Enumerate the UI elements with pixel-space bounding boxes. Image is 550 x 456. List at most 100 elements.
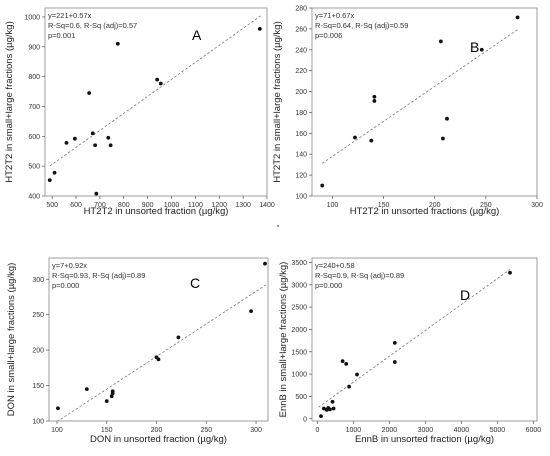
scatter-point — [176, 335, 181, 340]
scatter-point — [84, 387, 89, 392]
x-tick-label: 300 — [531, 202, 543, 209]
scatter-point — [56, 406, 60, 411]
regression-line — [318, 269, 511, 408]
x-tick-label: 600 — [70, 202, 82, 209]
y-tick-label: 3500 — [291, 260, 307, 267]
x-tick-label: 150 — [101, 427, 113, 434]
scatter-point — [355, 372, 359, 377]
x-tick-label: 250 — [480, 202, 492, 209]
x-tick-label: 6000 — [526, 427, 542, 434]
y-tick-label: 180 — [295, 110, 307, 117]
regression-stat: y=7+0.92x — [52, 261, 87, 270]
regression-line — [49, 15, 262, 167]
scatter-point — [319, 414, 323, 418]
y-tick-label: 0 — [303, 416, 307, 423]
regression-stat: p=0.000 — [52, 281, 79, 290]
x-tick-label: 700 — [94, 202, 106, 209]
scatter-point — [321, 406, 326, 411]
plot-frame — [311, 7, 538, 197]
y-tick-label: 120 — [295, 173, 307, 180]
scatter-point — [93, 143, 98, 148]
scatter-point — [353, 135, 357, 140]
y-tick-label: 500 — [295, 394, 307, 401]
x-tick-label: 2000 — [382, 427, 398, 434]
x-tick-label: 0 — [315, 427, 319, 434]
y-tick-label: 2000 — [291, 327, 307, 334]
regression-stat: R-Sq=0.9, R-Sq (adj)=0.89 — [315, 271, 404, 280]
x-tick-label: 900 — [142, 202, 154, 209]
x-tick-label: 1300 — [235, 202, 251, 209]
y-tick-label: 1000 — [291, 372, 307, 379]
scatter-point — [72, 136, 77, 141]
panel-a: 500 600 700 800 900 1000 1100 1200 1300 1400 400 50… — [4, 7, 275, 217]
regression-stat: y=71+0.67x — [315, 11, 354, 20]
scatter-point — [249, 309, 253, 314]
plot-frame — [311, 257, 538, 422]
scatter-point — [340, 359, 345, 364]
y-tick-label: 900 — [28, 44, 40, 51]
scatter-point — [445, 116, 449, 121]
x-tick-label: 1000 — [164, 202, 180, 209]
regression-stat: y=221+0.57x — [48, 11, 92, 20]
y-tick-label: 100 — [295, 194, 307, 201]
scatter-point — [372, 94, 377, 99]
x-tick-label: 200 — [151, 427, 163, 434]
scatter-point — [330, 399, 335, 404]
scatter-point — [347, 384, 351, 389]
panel-d: 0 1000 2000 3000 4000 5000 6000 0 500 1000 1500 200… — [278, 257, 542, 445]
y-tick-label: 500 — [28, 164, 40, 171]
x-tick-label: 800 — [118, 202, 130, 209]
scatter-point — [108, 143, 113, 148]
x-axis-label: EnnB in unsorted fraction (µg/kg) — [355, 434, 494, 445]
scatter-point — [94, 191, 99, 196]
y-tick-label: 220 — [295, 68, 307, 75]
y-tick-label: 150 — [32, 383, 44, 390]
scatter-point — [155, 77, 160, 82]
scatter-point — [156, 357, 161, 362]
scatter-point — [479, 47, 484, 52]
scatter-point — [47, 178, 52, 183]
regression-stat: R-Sq=0.93, R-Sq (adj)=0.89 — [52, 271, 145, 280]
scatter-point — [90, 131, 95, 136]
y-tick-label: 250 — [32, 312, 44, 319]
plot-frame — [44, 7, 268, 197]
regression-line — [322, 28, 519, 164]
regression-stat: p=0.001 — [48, 31, 75, 40]
regression-line — [57, 284, 267, 421]
y-tick-label: 1000 — [24, 14, 40, 21]
x-tick-label: 500 — [46, 202, 58, 209]
scatter-point — [392, 360, 397, 364]
y-axis-label: DON in small+large fractions (µg/kg) — [6, 263, 17, 417]
y-tick-label: 2500 — [291, 305, 307, 312]
scatter-point — [158, 81, 163, 86]
plot-frame — [48, 257, 269, 422]
x-axis-label: HT2T2 in unsorted fractions (µg/kg) — [350, 206, 500, 217]
scatter-point — [392, 340, 397, 345]
scatter-point — [320, 183, 325, 188]
y-tick-label: 160 — [295, 131, 307, 138]
y-tick-label: 3000 — [291, 282, 307, 289]
scatter-point — [372, 99, 377, 103]
scatter-point — [344, 361, 349, 366]
x-tick-label: 1100 — [188, 202, 203, 209]
y-tick-label: 240 — [295, 47, 307, 54]
scatter-point — [52, 170, 57, 175]
panel-c: 100 150 200 250 300 100 150 200 250 300 DON in uns… — [6, 257, 269, 445]
scatter-point — [110, 389, 115, 394]
regression-stat: p=0.000 — [315, 281, 342, 290]
x-tick-label: 1200 — [211, 202, 227, 209]
x-tick-label: 100 — [51, 427, 63, 434]
x-tick-label: 3000 — [418, 427, 434, 434]
regression-stat: R-Sq=0.64, R-Sq (adj)=0.59 — [315, 21, 408, 30]
y-tick-label: 280 — [295, 6, 307, 13]
panel-letter: D — [460, 287, 470, 303]
y-tick-label: 800 — [28, 74, 40, 81]
scatter-point — [106, 135, 111, 140]
y-tick-label: 300 — [32, 277, 44, 284]
x-axis-label: DON in unsorted fraction (µg/kg) — [90, 434, 227, 445]
scatter-point — [331, 406, 336, 411]
scatter-point — [328, 407, 332, 412]
scatter-point — [515, 15, 520, 20]
scatter-point — [441, 136, 445, 141]
